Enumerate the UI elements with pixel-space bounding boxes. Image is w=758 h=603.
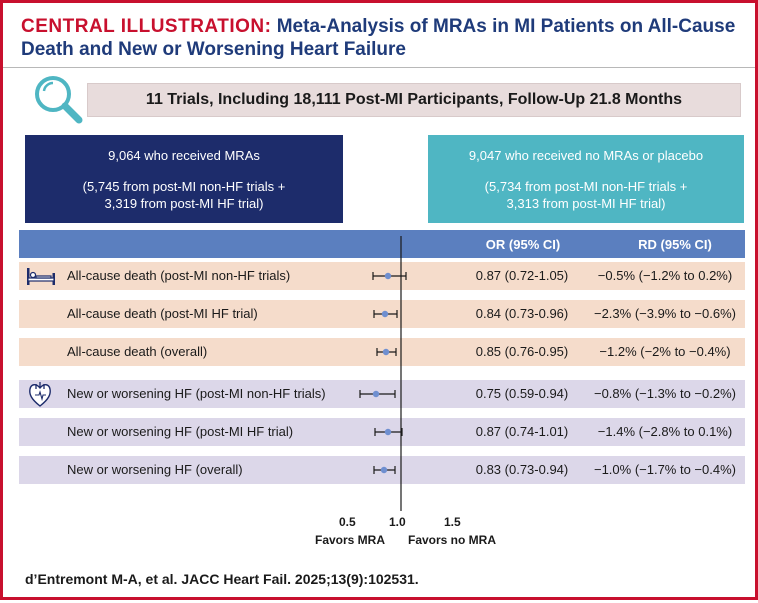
row-or-value: 0.84 (0.73-0.96) bbox=[475, 306, 569, 321]
no-mra-detail-2: 3,313 from post-MI HF trial) bbox=[506, 195, 666, 211]
favors-no-mra-label: Favors no MRA bbox=[408, 533, 497, 547]
row-rd-value: −1.2% (−2% to −0.4%) bbox=[599, 344, 731, 359]
table-row: All-cause death (overall) 0.85 (0.76-0.9… bbox=[19, 338, 745, 366]
row-rd-value: −1.0% (−1.7% to −0.4%) bbox=[593, 462, 736, 477]
table-row: New or worsening HF (post-MI HF trial) 0… bbox=[19, 418, 745, 446]
title-divider bbox=[3, 67, 755, 68]
row-rd-value: −0.5% (−1.2% to 0.2%) bbox=[597, 268, 733, 283]
row-rd-value: −0.8% (−1.3% to −0.2%) bbox=[593, 386, 736, 401]
row-label: New or worsening HF (overall) bbox=[67, 462, 243, 477]
row-label: All-cause death (post-MI non-HF trials) bbox=[67, 268, 291, 283]
row-rd-value: −2.3% (−3.9% to −0.6%) bbox=[593, 306, 736, 321]
title-text: Meta-Analysis of MRAs in MI Patients on … bbox=[21, 16, 736, 60]
page-title: CENTRAL ILLUSTRATION: Meta-Analysis of M… bbox=[21, 15, 741, 61]
row-or-value: 0.75 (0.59-0.94) bbox=[475, 386, 569, 401]
table-row: New or worsening HF (post-MI non-HF tria… bbox=[19, 380, 745, 408]
row-or-value: 0.87 (0.74-1.01) bbox=[475, 424, 569, 439]
mra-detail-1: (5,745 from post-MI non-HF trials + bbox=[82, 178, 286, 194]
row-label: New or worsening HF (post-MI HF trial) bbox=[67, 424, 294, 439]
mra-arm-box: 9,064 who received MRAs (5,745 from post… bbox=[25, 135, 343, 223]
table-row: New or worsening HF (overall) 0.83 (0.73… bbox=[19, 456, 745, 484]
row-rd-value: −1.4% (−2.8% to 0.1%) bbox=[597, 424, 733, 439]
row-label: All-cause death (overall) bbox=[67, 344, 208, 359]
mra-count: 9,064 who received MRAs bbox=[108, 147, 260, 163]
or-column-header: OR (95% CI) bbox=[485, 237, 561, 252]
row-or-value: 0.87 (0.72-1.05) bbox=[475, 268, 569, 283]
no-mra-count: 9,047 who received no MRAs or placebo bbox=[468, 147, 704, 163]
row-or-value: 0.85 (0.76-0.95) bbox=[475, 344, 569, 359]
row-label: All-cause death (post-MI HF trial) bbox=[67, 306, 258, 321]
tick-label: 0.5 bbox=[339, 515, 356, 529]
row-or-value: 0.83 (0.73-0.94) bbox=[475, 462, 569, 477]
table-row: All-cause death (post-MI HF trial) 0.84 … bbox=[19, 300, 745, 328]
citation: d’Entremont M-A, et al. JACC Heart Fail.… bbox=[25, 571, 419, 587]
no-mra-arm-box: 9,047 who received no MRAs or placebo (5… bbox=[428, 135, 744, 223]
table-row: All-cause death (post-MI non-HF trials) … bbox=[19, 262, 745, 290]
summary-bar: 11 Trials, Including 18,111 Post-MI Part… bbox=[87, 83, 741, 117]
tick-label: 1.5 bbox=[444, 515, 461, 529]
hospital-bed-icon bbox=[27, 268, 55, 285]
no-mra-detail-1: (5,734 from post-MI non-HF trials + bbox=[484, 178, 688, 194]
row-label: New or worsening HF (post-MI non-HF tria… bbox=[67, 386, 326, 401]
magnifier-icon bbox=[35, 76, 83, 124]
title-lead: CENTRAL ILLUSTRATION: bbox=[21, 16, 272, 37]
rd-column-header: RD (95% CI) bbox=[638, 237, 712, 252]
summary-text: 11 Trials, Including 18,111 Post-MI Part… bbox=[145, 91, 683, 108]
table-header: OR (95% CI) RD (95% CI) bbox=[19, 230, 745, 258]
heart-icon bbox=[29, 382, 51, 407]
mra-detail-2: 3,319 from post-MI HF trial) bbox=[104, 195, 264, 211]
tick-label: 1.0 bbox=[389, 515, 406, 529]
favors-mra-label: Favors MRA bbox=[315, 533, 386, 547]
